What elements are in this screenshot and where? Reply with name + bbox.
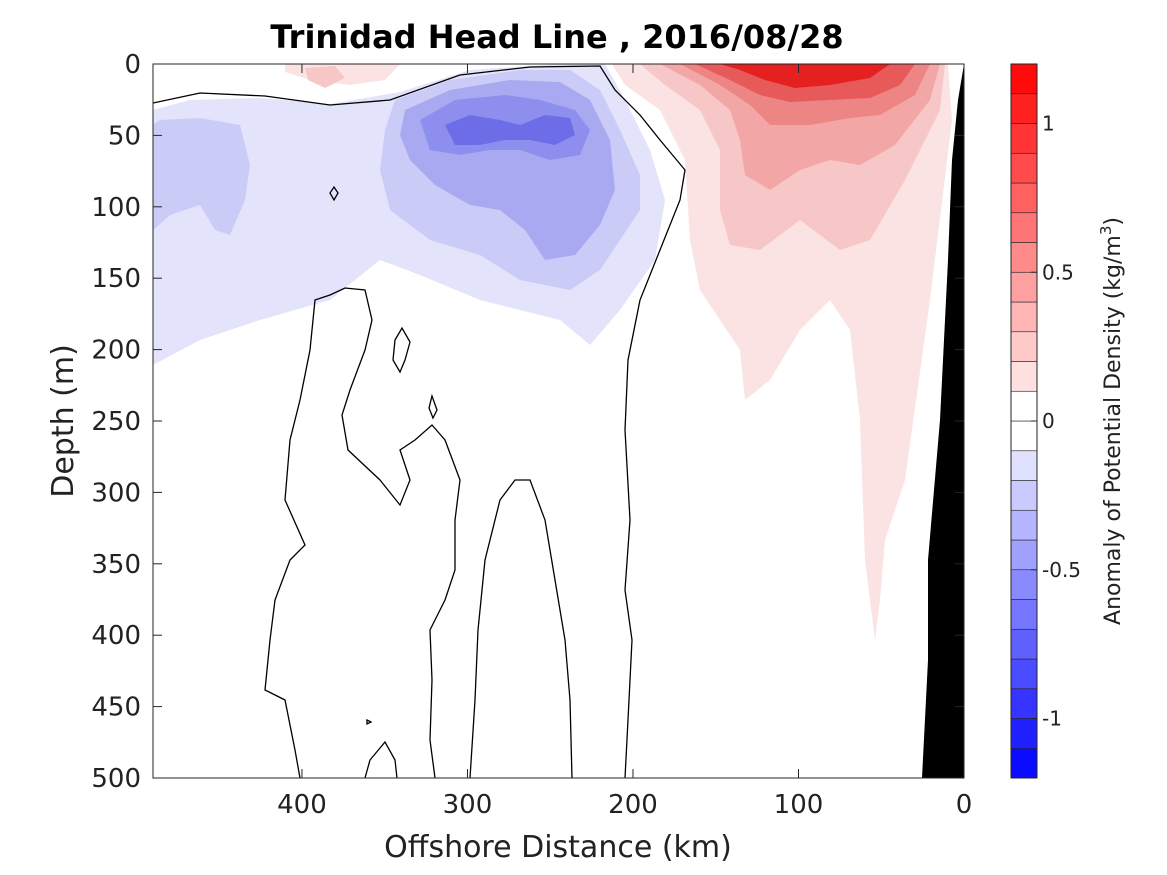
colorbar-band <box>1010 509 1038 541</box>
colorbar-label-main: Anomaly of Potential Density (kg/m <box>1101 235 1126 625</box>
x-tick-label: 100 <box>774 790 824 820</box>
colorbar-band <box>1010 390 1038 422</box>
colorbar-band <box>1010 331 1038 362</box>
y-axis-label: Depth (m) <box>46 344 81 498</box>
chart-title: Trinidad Head Line , 2016/08/28 <box>270 18 843 56</box>
colorbar-band <box>1010 718 1038 749</box>
zero-contour-blob-2 <box>428 393 438 420</box>
positive-anomaly-core <box>720 64 890 88</box>
y-tick-label: 200 <box>91 336 141 366</box>
y-axis: 0 50 100 150 200 250 300 350 400 450 500 <box>91 50 964 794</box>
y-tick-label: 400 <box>91 621 141 651</box>
colorbar-band <box>1010 301 1038 333</box>
x-axis-label: Offshore Distance (km) <box>384 830 732 865</box>
zero-contour-plume-1 <box>264 287 461 778</box>
zero-contour-surface <box>153 65 686 778</box>
colorbar <box>1010 63 1038 779</box>
colorbar-band <box>1010 361 1038 392</box>
y-tick-label: 250 <box>91 407 141 437</box>
colorbar-band <box>1010 480 1038 511</box>
colorbar-band <box>1010 450 1038 481</box>
y-tick-label: 350 <box>91 550 141 580</box>
colorbar-band <box>1010 182 1038 214</box>
zero-contour-blob-4 <box>366 718 373 726</box>
colorbar-band <box>1010 628 1038 660</box>
colorbar-band <box>1010 420 1038 452</box>
zero-contour-blob-3 <box>329 185 339 202</box>
y-tick-label: 0 <box>124 50 141 80</box>
colorbar-band <box>1010 599 1038 630</box>
colorbar-band <box>1010 539 1038 571</box>
negative-anomaly-core <box>445 115 575 145</box>
colorbar-band <box>1010 123 1038 154</box>
y-tick-label: 100 <box>91 193 141 223</box>
colorbar-tick-label: 0 <box>1042 409 1055 433</box>
x-tick-label: 400 <box>277 790 327 820</box>
colorbar-band <box>1010 747 1038 779</box>
colorbar-label-sup: 3 <box>1097 226 1115 236</box>
colorbar-label-end: ) <box>1101 217 1126 226</box>
colorbar-band <box>1010 212 1038 243</box>
zero-contour-blob-1 <box>392 326 411 374</box>
negative-anomaly-band-2 <box>153 118 250 235</box>
colorbar-tick-label: 0.5 <box>1042 260 1074 284</box>
y-tick-label: 50 <box>108 121 141 151</box>
bathymetry <box>922 64 964 778</box>
colorbar-band <box>1010 93 1038 124</box>
zero-contour-plume-3 <box>364 740 398 778</box>
y-tick-label: 450 <box>91 693 141 723</box>
x-tick-label: 200 <box>608 790 658 820</box>
zero-contours <box>153 65 686 778</box>
x-axis: 400 300 200 100 0 <box>277 64 972 820</box>
colorbar-band <box>1010 152 1038 184</box>
colorbar-label: Anomaly of Potential Density (kg/m3) <box>1097 217 1126 625</box>
contour-fill <box>153 64 952 778</box>
colorbar-tick-label: 1 <box>1042 112 1055 136</box>
colorbar-band <box>1010 569 1038 600</box>
y-tick-label: 150 <box>91 264 141 294</box>
colorbar-band <box>1010 688 1038 719</box>
y-tick-label: 300 <box>91 478 141 508</box>
colorbar-ticks: 1 0.5 0 -0.5 -1 <box>1031 112 1081 731</box>
positive-anomaly-offshore-patch-2 <box>305 66 345 88</box>
plot-area: 400 300 200 100 0 0 50 100 150 200 250 300 350 400 45… <box>91 50 972 820</box>
y-tick-label: 500 <box>91 764 141 794</box>
colorbar-band <box>1010 658 1038 690</box>
colorbar-band <box>1010 242 1038 273</box>
x-tick-label: 0 <box>956 790 973 820</box>
zero-contour-plume-2 <box>469 479 573 778</box>
colorbar-tick-label: -1 <box>1042 707 1062 731</box>
colorbar-tick-label: -0.5 <box>1042 558 1081 582</box>
colorbar-band <box>1010 271 1038 303</box>
x-tick-label: 300 <box>443 790 493 820</box>
colorbar-band <box>1010 63 1038 95</box>
